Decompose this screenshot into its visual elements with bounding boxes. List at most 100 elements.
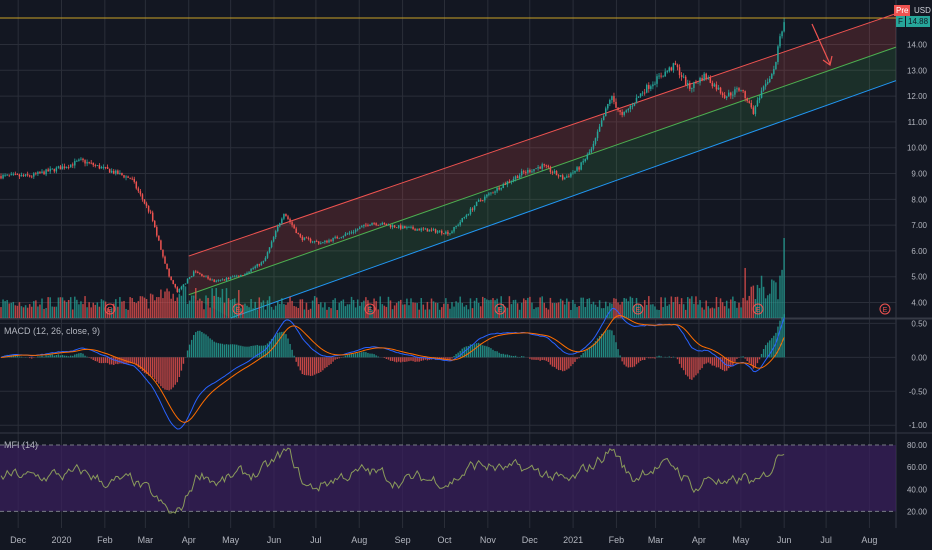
channel-lower-line xyxy=(230,80,897,319)
volume-bar xyxy=(43,308,45,318)
volume-bar xyxy=(430,298,433,318)
candle-body xyxy=(102,166,105,168)
macd-hist-bar xyxy=(108,357,111,365)
candle-body xyxy=(582,161,584,163)
candle-body xyxy=(670,67,673,71)
candle-body xyxy=(639,93,642,97)
volume-bar xyxy=(279,303,281,318)
volume-bar xyxy=(717,307,720,318)
candle-body xyxy=(547,165,550,168)
candle-body xyxy=(82,158,84,161)
macd-hist-bar xyxy=(211,339,213,358)
candle-body xyxy=(654,83,656,85)
candle-body xyxy=(299,233,302,237)
candle-body xyxy=(190,275,193,278)
candle-body xyxy=(445,231,447,234)
candle-body xyxy=(627,108,630,111)
macd-hist-bar xyxy=(592,343,595,358)
volume-bar xyxy=(625,298,627,318)
candle-body xyxy=(41,171,43,174)
volume-bar xyxy=(221,288,224,318)
candle-body xyxy=(779,36,781,47)
macd-hist-bar xyxy=(506,354,509,358)
candle-body xyxy=(90,162,92,164)
price-tick-label: 4.00 xyxy=(911,299,927,308)
volume-bar xyxy=(80,301,82,318)
x-tick-label: Oct xyxy=(437,535,452,545)
macd-hist-bar xyxy=(779,320,781,358)
macd-hist-bar xyxy=(537,357,539,360)
volume-bar xyxy=(555,303,558,318)
volume-bar xyxy=(410,298,412,318)
macd-hist-bar xyxy=(559,357,562,371)
macd-hist-bar xyxy=(227,344,230,358)
macd-hist-bar xyxy=(100,357,103,364)
candle-body xyxy=(72,164,74,166)
volume-bar xyxy=(131,298,133,318)
volume-bar xyxy=(334,298,336,318)
volume-bar xyxy=(576,307,578,318)
candle-body xyxy=(764,83,767,87)
candle-body xyxy=(611,96,613,101)
volume-bar xyxy=(707,306,709,318)
candle-body xyxy=(217,280,220,282)
candle-body xyxy=(160,240,162,250)
macd-hist-bar xyxy=(301,357,304,375)
macd-hist-bar xyxy=(342,356,345,358)
macd-hist-bar xyxy=(215,342,217,358)
macd-hist-bar xyxy=(369,353,371,358)
candle-body xyxy=(455,225,457,227)
volume-bar xyxy=(637,303,640,318)
candle-body xyxy=(207,276,209,279)
candle-body xyxy=(53,168,56,172)
volume-bar xyxy=(598,300,601,318)
volume-bar xyxy=(746,300,748,318)
candle-body xyxy=(287,216,289,219)
volume-bar xyxy=(277,301,279,318)
macd-hist-bar xyxy=(39,356,41,358)
volume-bar xyxy=(516,303,519,318)
macd-hist-bar xyxy=(363,351,365,358)
volume-bar xyxy=(453,306,455,318)
candle-body xyxy=(289,218,291,223)
candle-body xyxy=(26,174,29,176)
volume-bar xyxy=(766,295,769,318)
candle-body xyxy=(457,224,459,226)
volume-bar xyxy=(348,304,351,318)
candle-body xyxy=(184,283,187,285)
macd-hist-bar xyxy=(213,341,215,358)
macd-hist-bar xyxy=(295,357,297,362)
macd-hist-bar xyxy=(102,357,105,364)
macd-hist-bar xyxy=(736,357,738,359)
macd-hist-bar xyxy=(709,357,711,364)
candle-body xyxy=(725,96,728,98)
macd-hist-bar xyxy=(283,331,285,358)
candle-body xyxy=(557,175,560,177)
macd-hist-bar xyxy=(564,357,566,371)
volume-bar xyxy=(340,300,343,318)
candle-body xyxy=(775,62,777,70)
x-tick-label: May xyxy=(732,535,750,545)
macd-hist-bar xyxy=(78,353,80,358)
volume-bar xyxy=(723,306,726,318)
macd-hist-bar xyxy=(767,342,769,358)
earnings-marker-label: E xyxy=(636,307,641,314)
volume-bar xyxy=(182,285,185,318)
candle-body xyxy=(760,90,763,98)
macd-hist-bar xyxy=(336,357,338,359)
macd-hist-bar xyxy=(555,357,558,369)
candle-body xyxy=(656,76,658,84)
candle-body xyxy=(717,87,720,90)
candle-body xyxy=(47,169,49,172)
macd-hist-bar xyxy=(104,357,107,363)
candle-body xyxy=(568,176,570,178)
macd-hist-bar xyxy=(580,355,582,358)
candle-body xyxy=(76,160,78,162)
macd-tick-label: 0.50 xyxy=(911,319,927,328)
macd-hist-bar xyxy=(689,357,691,380)
macd-hist-bar xyxy=(402,357,404,362)
candle-body xyxy=(262,260,265,263)
candle-body xyxy=(494,191,496,193)
volume-bar xyxy=(281,298,283,318)
